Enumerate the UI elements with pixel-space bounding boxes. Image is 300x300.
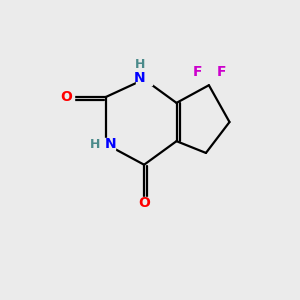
- Text: F: F: [192, 65, 202, 79]
- Text: O: O: [138, 196, 150, 210]
- Text: H: H: [134, 58, 145, 70]
- Bar: [96, 138, 116, 150]
- Bar: [136, 74, 152, 85]
- Bar: [137, 197, 151, 209]
- Text: N: N: [104, 137, 116, 151]
- Bar: [61, 91, 74, 103]
- Text: N: N: [134, 71, 146, 85]
- Text: O: O: [60, 90, 72, 104]
- Text: F: F: [217, 65, 226, 79]
- Text: H: H: [90, 138, 101, 151]
